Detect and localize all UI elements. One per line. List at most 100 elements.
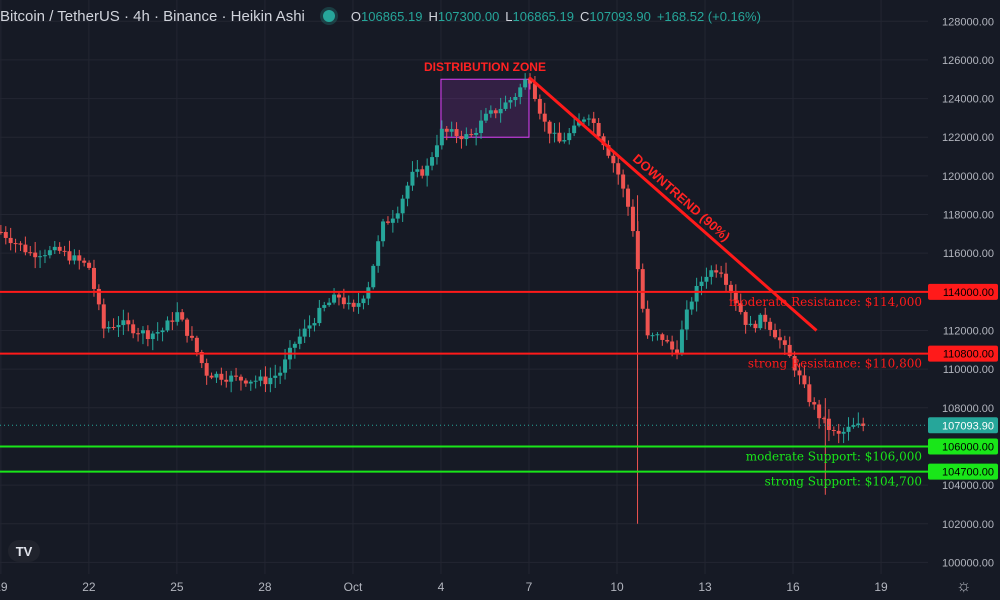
candle-body bbox=[224, 379, 229, 382]
candle-body bbox=[121, 320, 126, 326]
level-price-tag bbox=[928, 438, 998, 455]
y-tick-label: 116000.00 bbox=[943, 248, 994, 260]
candle-body bbox=[263, 376, 268, 385]
candle-body bbox=[126, 320, 131, 325]
candle-body bbox=[836, 430, 841, 434]
candle-body bbox=[209, 375, 214, 378]
level-price-tag bbox=[928, 283, 998, 300]
candle-body bbox=[106, 327, 111, 329]
candle-body bbox=[204, 363, 209, 376]
candle-body bbox=[283, 359, 288, 373]
candles bbox=[0, 73, 866, 444]
candle-body bbox=[180, 312, 185, 320]
candle-body bbox=[229, 375, 234, 382]
time-axis bbox=[0, 574, 928, 600]
candle-body bbox=[846, 426, 851, 432]
candle-body bbox=[601, 136, 606, 146]
candle-body bbox=[782, 340, 787, 345]
candle-body bbox=[645, 308, 650, 336]
candle-body bbox=[454, 129, 459, 137]
candle-body bbox=[381, 221, 386, 242]
candle-body bbox=[699, 281, 704, 286]
candle-body bbox=[817, 404, 822, 419]
candle-body bbox=[341, 297, 346, 305]
candle-body bbox=[376, 241, 381, 266]
candle-body bbox=[826, 418, 831, 431]
y-tick-label: 118000.00 bbox=[943, 210, 994, 222]
x-tick-label: 22 bbox=[82, 580, 96, 594]
y-tick-label: 126000.00 bbox=[942, 55, 994, 67]
candle-body bbox=[23, 244, 28, 253]
candle-body bbox=[724, 273, 729, 285]
candle-body bbox=[439, 128, 444, 146]
candle-body bbox=[57, 246, 62, 251]
candle-body bbox=[567, 133, 572, 141]
candle-body bbox=[395, 213, 400, 219]
candle-body bbox=[332, 294, 337, 303]
candle-body bbox=[96, 288, 101, 305]
candle-body bbox=[420, 169, 425, 176]
y-tick-label: 122000.00 bbox=[942, 132, 994, 144]
candle-body bbox=[684, 309, 689, 330]
candle-body bbox=[679, 329, 684, 354]
candle-body bbox=[498, 108, 503, 114]
candle-body bbox=[807, 384, 812, 403]
candle-body bbox=[488, 110, 493, 114]
candle-body bbox=[812, 402, 817, 405]
candle-body bbox=[150, 333, 155, 340]
tradingview-logo[interactable]: TV bbox=[8, 540, 40, 562]
x-tick-label: Oct bbox=[344, 580, 363, 594]
candle-body bbox=[302, 328, 307, 337]
candle-body bbox=[199, 352, 204, 364]
candle-body bbox=[297, 336, 302, 344]
candle-body bbox=[273, 375, 278, 378]
x-tick-label: 16 bbox=[786, 580, 800, 594]
candle-body bbox=[253, 380, 258, 382]
high-label: H bbox=[428, 8, 438, 24]
candle-body bbox=[82, 260, 87, 263]
candle-body bbox=[292, 343, 297, 348]
level-label: strong Support: $104,700 bbox=[765, 475, 922, 489]
level-label: moderate Support: $106,000 bbox=[746, 449, 922, 463]
candle-body bbox=[552, 132, 557, 134]
distribution-zone bbox=[440, 78, 530, 138]
candle-body bbox=[72, 255, 77, 261]
candle-body bbox=[479, 120, 484, 133]
candle-body bbox=[400, 198, 405, 214]
close-value: 107093.90 bbox=[589, 8, 651, 24]
candle-body bbox=[542, 113, 547, 122]
candle-body bbox=[91, 267, 96, 289]
candle-body bbox=[503, 102, 508, 109]
gear-icon[interactable]: ☼ bbox=[956, 576, 972, 595]
candle-body bbox=[366, 287, 371, 299]
market-status-icon bbox=[322, 10, 335, 22]
symbol-title[interactable]: Bitcoin / TetherUS · 4h · Binance · Heik… bbox=[0, 7, 305, 25]
candle-body bbox=[136, 333, 141, 335]
candle-body bbox=[665, 339, 670, 342]
plot-area bbox=[0, 0, 928, 574]
candle-body bbox=[537, 99, 542, 114]
candle-body bbox=[650, 335, 655, 337]
candle-body bbox=[194, 337, 199, 353]
candle-body bbox=[768, 321, 773, 330]
candle-body bbox=[753, 323, 758, 329]
candle-body bbox=[743, 312, 748, 325]
open-value: 106865.19 bbox=[361, 8, 423, 24]
x-tick-label: 13 bbox=[698, 580, 712, 594]
current-price-tag-label: 107093.90 bbox=[942, 420, 994, 432]
close-label: C bbox=[579, 8, 590, 24]
candle-body bbox=[185, 319, 190, 336]
candle-body bbox=[346, 302, 351, 305]
low-label: L bbox=[505, 8, 513, 24]
candle-body bbox=[557, 132, 562, 142]
candle-body bbox=[189, 335, 194, 338]
candle-body bbox=[596, 122, 601, 137]
y-tick-label: 110000.00 bbox=[943, 364, 994, 376]
candle-body bbox=[670, 341, 675, 350]
y-tick-label: 102000.00 bbox=[942, 519, 994, 531]
distribution-zone-label: DISTRIBUTION ZONE bbox=[424, 60, 546, 74]
candle-body bbox=[322, 305, 327, 308]
open-label: O bbox=[350, 8, 361, 24]
candle-body bbox=[390, 218, 395, 223]
